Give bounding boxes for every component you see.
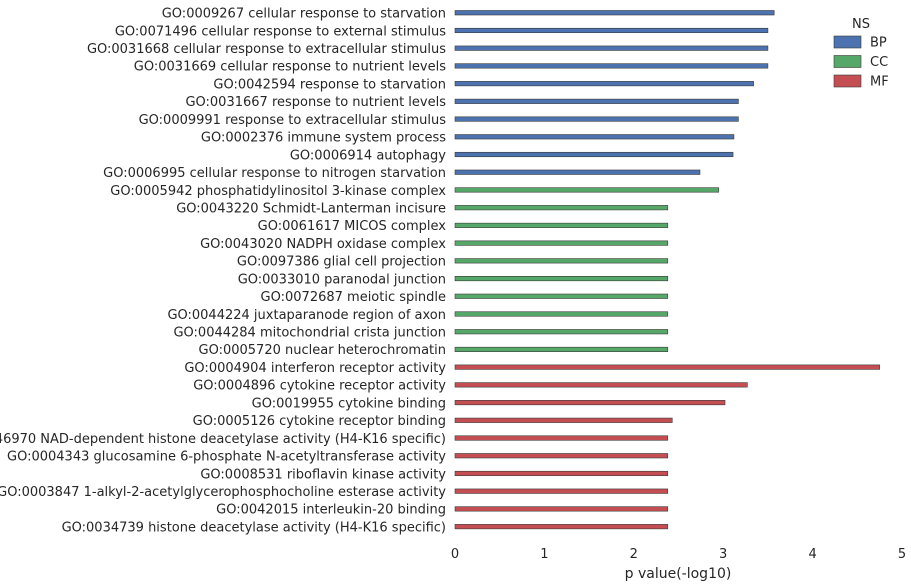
category-label: GO:0061617 MICOS complex (258, 219, 447, 234)
legend: NS BP CC MF (833, 17, 889, 90)
bar (454, 488, 669, 494)
category-label: GO:0043020 NADPH oxidase complex (200, 237, 446, 252)
category-label: GO:0071496 cellular response to external… (115, 24, 446, 39)
bar (454, 63, 769, 69)
category-label: GO:0044284 mitochondrial crista junction (173, 326, 446, 341)
bar (454, 435, 669, 441)
bar (454, 417, 673, 423)
category-label: GO:0043220 Schmidt-Lanterman incisure (176, 201, 446, 216)
bar (454, 311, 669, 317)
bar (454, 258, 669, 264)
category-label: GO:0031669 cellular response to nutrient… (134, 60, 446, 75)
x-tick-label: 4 (808, 547, 816, 562)
bar (454, 470, 669, 477)
bar (454, 346, 669, 352)
x-tick-label: 2 (630, 547, 638, 562)
bar (454, 205, 669, 211)
x-tick-label: 3 (719, 547, 727, 562)
category-label: GO:0006914 autophagy (290, 148, 446, 163)
bar (454, 222, 669, 228)
category-label: GO:0003847 1-alkyl-2-acetylglycerophosph… (0, 485, 446, 500)
bar (454, 27, 769, 34)
legend-entry-label: BP (870, 36, 887, 51)
category-label: GO:0005126 cytokine receptor binding (193, 414, 446, 429)
bar (454, 382, 748, 388)
category-label: GO:0042015 interleukin-20 binding (216, 503, 446, 518)
category-label: GO:0072687 meiotic spindle (261, 290, 446, 305)
bar (454, 400, 726, 406)
x-tick-label: 1 (540, 547, 548, 562)
category-label: GO:0034739 histone deacetylase activity … (62, 520, 446, 535)
bar (454, 116, 739, 122)
bar (454, 329, 669, 335)
category-label: GO:0033010 paranodal junction (238, 272, 446, 287)
legend-entry-label: MF (870, 75, 889, 90)
category-label: GO:0044224 juxtaparanode region of axon (167, 308, 446, 323)
bar (454, 275, 669, 282)
x-tick-label: 0 (451, 547, 459, 562)
category-label: GO:0097386 glial cell projection (237, 255, 446, 270)
category-label: GO:0042594 response to starvation (213, 77, 446, 92)
legend-title: NS (852, 17, 870, 32)
legend-swatch (833, 74, 862, 88)
bar (454, 524, 669, 530)
bar (454, 506, 669, 512)
x-tick-label: 5 (898, 547, 906, 562)
bar (454, 81, 754, 87)
category-label: GO:0009991 response to extracellular sti… (139, 113, 447, 128)
category-label: GO:0005720 nuclear heterochromatin (199, 343, 447, 358)
bar (454, 453, 669, 459)
legend-entry-label: CC (870, 55, 888, 70)
bar (454, 151, 734, 158)
category-label: GO:0031667 response to nutrient levels (185, 95, 446, 110)
bar (454, 364, 880, 370)
bar (454, 187, 720, 193)
category-label: GO:0004904 interferon receptor activity (184, 361, 446, 376)
category-label: GO:0006995 cellular response to nitrogen… (103, 166, 446, 181)
category-label: GO:0046970 NAD-dependent histone deacety… (0, 432, 446, 447)
bar (454, 293, 669, 299)
category-label: GO:0004896 cytokine receptor activity (193, 379, 446, 394)
bar (454, 45, 769, 51)
x-axis: 0 1 2 3 4 5 (451, 547, 906, 562)
bar (454, 169, 701, 175)
category-labels: GO:0009267 cellular response to starvati… (0, 7, 446, 536)
x-axis-label: p value(-log10) (625, 566, 732, 582)
legend-swatch (833, 55, 862, 68)
category-label: GO:0005942 phosphatidylinositol 3-kinase… (110, 184, 446, 199)
legend-swatch (833, 35, 862, 49)
bar (454, 10, 775, 16)
category-label: GO:0004343 glucosamine 6-phosphate N-ace… (7, 450, 446, 465)
category-label: GO:0031668 cellular response to extracel… (87, 42, 446, 57)
bar (454, 134, 735, 140)
category-label: GO:0009267 cellular response to starvati… (162, 7, 446, 22)
category-label: GO:0002376 immune system process (201, 131, 446, 146)
bar (454, 240, 669, 246)
bar (454, 98, 739, 104)
bars-layer (454, 10, 880, 530)
category-label: GO:0019955 cytokine binding (252, 396, 446, 411)
category-label: GO:0008531 riboflavin kinase activity (200, 467, 446, 482)
